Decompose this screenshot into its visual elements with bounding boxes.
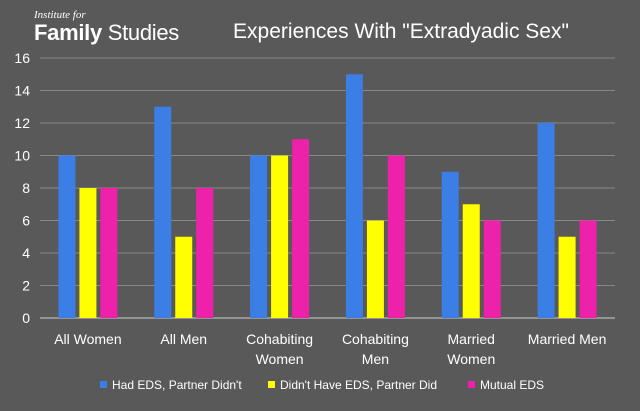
x-tick-label: Cohabiting — [342, 331, 409, 347]
legend-swatch — [100, 381, 107, 388]
x-tick-label: Married Men — [528, 331, 607, 347]
x-tick-label: Women — [256, 351, 304, 367]
legend-swatch — [468, 381, 475, 388]
logo-word-studies: Studies — [107, 20, 180, 45]
bar — [100, 188, 118, 318]
bar — [58, 155, 76, 318]
logo-tagline: Institute for — [34, 9, 86, 21]
bar — [79, 188, 97, 318]
legend-label: Mutual EDS — [480, 378, 544, 392]
legend-label: Didn't Have EDS, Partner Did — [280, 378, 437, 392]
bar — [558, 236, 576, 318]
logo-word-family: Family — [34, 20, 102, 45]
bar — [271, 155, 289, 318]
bar — [292, 139, 310, 318]
bar — [175, 236, 193, 318]
bar — [250, 155, 268, 318]
y-tick-label: 8 — [22, 180, 30, 196]
bar — [154, 106, 172, 318]
y-tick-label: 16 — [14, 50, 30, 66]
bar — [366, 220, 384, 318]
bar — [483, 220, 501, 318]
y-tick-label: 6 — [22, 213, 30, 229]
bar — [462, 204, 480, 318]
logo: Institute for Family Studies — [34, 10, 179, 44]
legend-swatch — [268, 381, 275, 388]
y-tick-label: 12 — [14, 115, 30, 131]
x-tick-label: All Women — [54, 331, 121, 347]
bar — [579, 220, 597, 318]
x-tick-label: Women — [447, 351, 495, 367]
legend-label: Had EDS, Partner Didn't — [112, 378, 242, 392]
x-tick-label: Cohabiting — [246, 331, 313, 347]
bar — [441, 171, 459, 318]
y-tick-label: 2 — [22, 278, 30, 294]
bar — [196, 188, 214, 318]
y-tick-label: 0 — [22, 310, 30, 326]
x-tick-label: Men — [362, 351, 389, 367]
y-tick-label: 4 — [22, 245, 30, 261]
x-tick-label: Married — [448, 331, 495, 347]
bar — [537, 123, 555, 318]
x-tick-label: All Men — [160, 331, 207, 347]
chart-title: Experiences With "Extradyadic Sex" — [233, 20, 569, 43]
bar — [387, 155, 405, 318]
y-tick-label: 10 — [14, 148, 30, 164]
y-tick-label: 14 — [14, 83, 30, 99]
bar — [345, 74, 363, 318]
